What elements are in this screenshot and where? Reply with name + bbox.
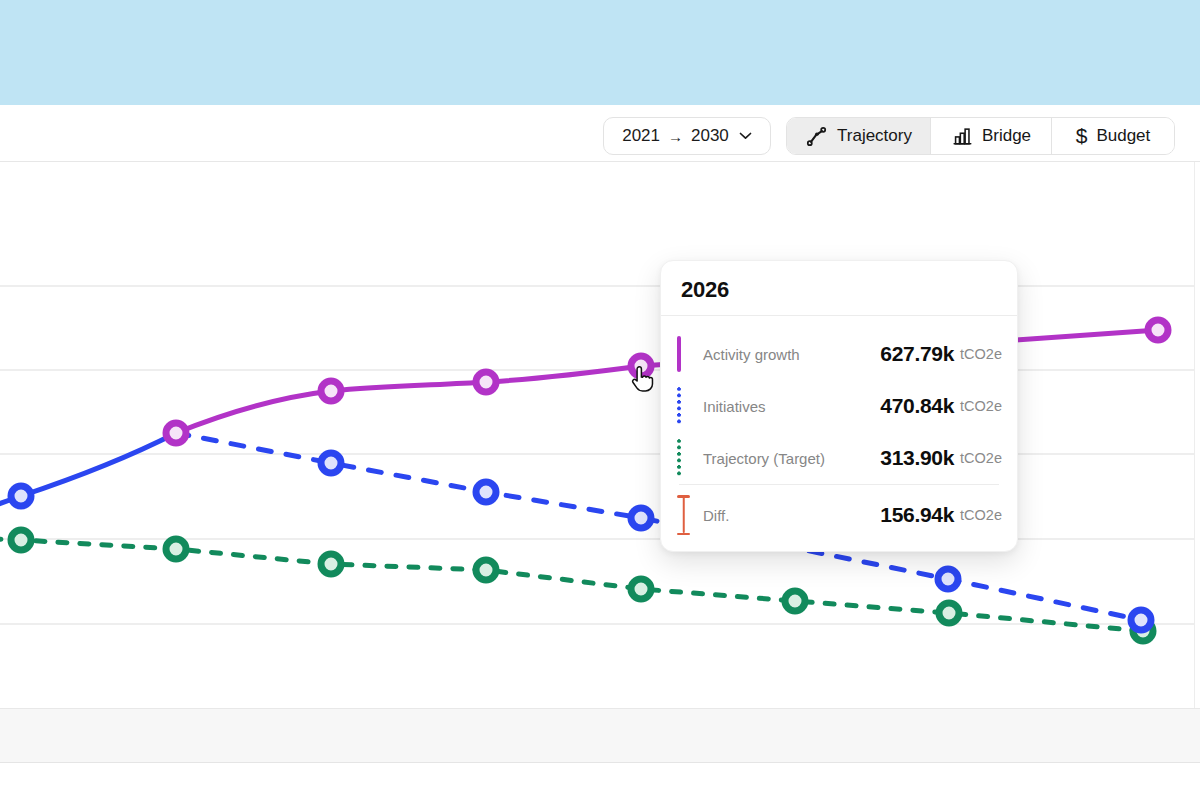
series-unit: tCO2e	[960, 346, 1002, 362]
dotted-line-marker-icon	[677, 439, 681, 477]
solid-line-marker-icon	[677, 336, 681, 372]
initiatives-line-point[interactable]	[938, 569, 958, 589]
initiatives-line-point[interactable]	[631, 508, 651, 528]
tooltip-year-title: 2026	[661, 261, 1017, 315]
bottom-band	[0, 708, 1200, 763]
trajectory-target-line-point[interactable]	[11, 530, 31, 550]
activity-growth-line-point[interactable]	[166, 423, 186, 443]
tooltip-row-initiatives: Initiatives 470.84k tCO2e	[677, 380, 1002, 432]
activity-growth-line-point[interactable]	[476, 372, 496, 392]
series-label: Trajectory (Target)	[703, 450, 825, 467]
series-value: 313.90k	[880, 446, 954, 470]
diff-ibeam-icon	[677, 495, 690, 535]
diff-label: Diff.	[703, 507, 729, 524]
initiatives-line-point[interactable]	[321, 453, 341, 473]
page: 2021 → 2030 Trajectory	[0, 0, 1200, 800]
hand-pointer-cursor	[628, 363, 658, 399]
diff-value: 156.94k	[880, 503, 954, 527]
trajectory-target-line-point[interactable]	[476, 560, 496, 580]
initiatives-line-point[interactable]	[476, 482, 496, 502]
trajectory-target-line-point[interactable]	[166, 539, 186, 559]
chart-canvas	[0, 0, 1200, 800]
activity-growth-line-point[interactable]	[321, 381, 341, 401]
trajectory-target-line-point[interactable]	[631, 579, 651, 599]
trajectory-target-line-point[interactable]	[785, 591, 805, 611]
tooltip-row-trajectory-target: Trajectory (Target) 313.90k tCO2e	[677, 432, 1002, 484]
dotted-line-marker-icon	[677, 387, 681, 425]
series-unit: tCO2e	[960, 398, 1002, 414]
card-right-border	[1194, 162, 1195, 763]
trajectory-target-line-point[interactable]	[321, 554, 341, 574]
series-label: Initiatives	[703, 398, 766, 415]
trajectory-target-line-point[interactable]	[939, 603, 959, 623]
actuals-line-point[interactable]	[11, 486, 31, 506]
chart-tooltip: 2026 Activity growth 627.79k tCO2e Initi…	[660, 260, 1018, 552]
activity-growth-line-point[interactable]	[1148, 320, 1168, 340]
series-value: 470.84k	[880, 394, 954, 418]
series-unit: tCO2e	[960, 450, 1002, 466]
tooltip-row-activity-growth: Activity growth 627.79k tCO2e	[677, 328, 1002, 380]
tooltip-row-diff: Diff. 156.94k tCO2e	[677, 487, 1002, 543]
series-label: Activity growth	[703, 346, 800, 363]
series-value: 627.79k	[880, 342, 954, 366]
initiatives-line-point[interactable]	[1131, 610, 1151, 630]
diff-unit: tCO2e	[960, 507, 1002, 523]
